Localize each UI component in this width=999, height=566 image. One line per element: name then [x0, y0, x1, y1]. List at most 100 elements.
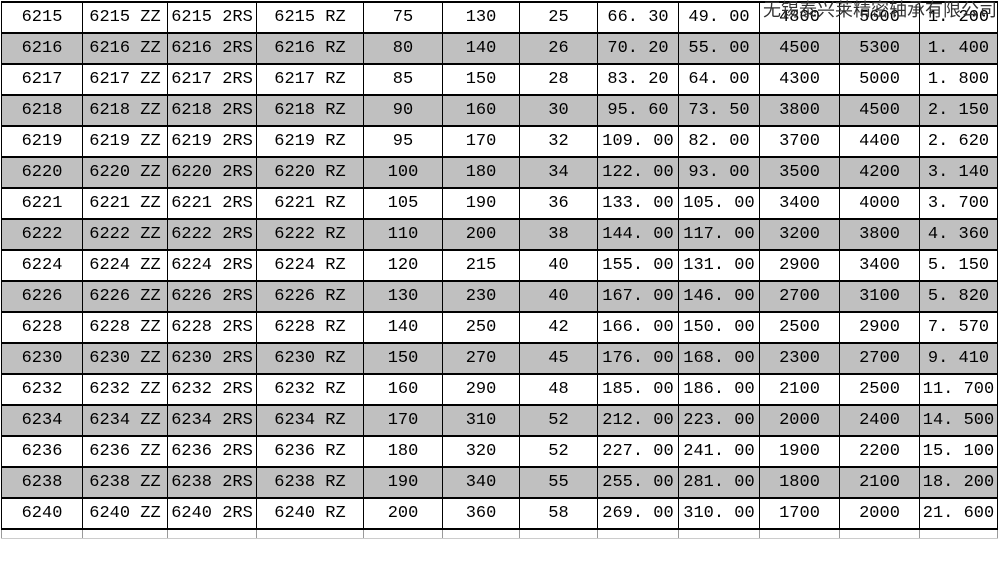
cell-width: 58 [519, 497, 598, 530]
cell-speed-oil: 4500 [839, 94, 920, 127]
cell-bore-diameter: 85 [363, 63, 443, 96]
cell-outer-diameter: 320 [442, 435, 520, 468]
partial-cell [167, 528, 257, 539]
cell-static-load-rating: 150. 00 [678, 311, 760, 344]
cell-model-rz: 6219 RZ [256, 125, 364, 158]
table-body: 6215 6215 ZZ 6215 2RS 6215 RZ 75 130 25 66. 30 4… [1, 1, 998, 539]
cell-model: 6238 [1, 466, 83, 499]
cell-outer-diameter: 250 [442, 311, 520, 344]
cell-dynamic-load-rating: 144. 00 [597, 218, 679, 251]
cell-speed-grease: 2100 [759, 373, 840, 406]
cell-bore-diameter: 100 [363, 156, 443, 189]
partial-cell [1, 528, 83, 539]
cell-model-zz: 6226 ZZ [82, 280, 168, 313]
cell-weight: 11. 700 [919, 373, 998, 406]
cell-model-zz: 6219 ZZ [82, 125, 168, 158]
cell-model-zz: 6217 ZZ [82, 63, 168, 96]
cell-model-rz: 6230 RZ [256, 342, 364, 375]
cell-weight: 9. 410 [919, 342, 998, 375]
cell-speed-grease: 1700 [759, 497, 840, 530]
table-row-6234: 6234 6234 ZZ 6234 2RS 6234 RZ 170 310 52 212. 0… [1, 404, 998, 437]
cell-dynamic-load-rating: 185. 00 [597, 373, 679, 406]
cell-model-rz: 6236 RZ [256, 435, 364, 468]
cell-speed-oil: 4200 [839, 156, 920, 189]
cell-speed-grease: 3200 [759, 218, 840, 251]
table-row-6220: 6220 6220 ZZ 6220 2RS 6220 RZ 100 180 34 122. 0… [1, 156, 998, 189]
cell-bore-diameter: 80 [363, 32, 443, 65]
cell-static-load-rating: 146. 00 [678, 280, 760, 313]
cell-model-zz: 6221 ZZ [82, 187, 168, 220]
cell-model-zz: 6236 ZZ [82, 435, 168, 468]
cell-speed-grease: 2300 [759, 342, 840, 375]
cell-weight: 5. 820 [919, 280, 998, 313]
cell-outer-diameter: 140 [442, 32, 520, 65]
cell-model-rz: 6238 RZ [256, 466, 364, 499]
partial-cell [678, 528, 760, 539]
cell-speed-grease: 4800 [759, 1, 840, 34]
cell-speed-grease: 2900 [759, 249, 840, 282]
cell-weight: 21. 600 [919, 497, 998, 530]
cell-outer-diameter: 180 [442, 156, 520, 189]
cell-bore-diameter: 120 [363, 249, 443, 282]
cell-speed-grease: 3700 [759, 125, 840, 158]
cell-model-zz: 6238 ZZ [82, 466, 168, 499]
cell-model: 6236 [1, 435, 83, 468]
cell-width: 40 [519, 280, 598, 313]
cell-weight: 18. 200 [919, 466, 998, 499]
cell-dynamic-load-rating: 212. 00 [597, 404, 679, 437]
cell-dynamic-load-rating: 176. 00 [597, 342, 679, 375]
table-row-6240: 6240 6240 ZZ 6240 2RS 6240 RZ 200 360 58 269. 0… [1, 497, 998, 530]
cell-model-zz: 6222 ZZ [82, 218, 168, 251]
cell-model-2rs: 6232 2RS [167, 373, 257, 406]
cell-width: 55 [519, 466, 598, 499]
cell-speed-grease: 1900 [759, 435, 840, 468]
cell-width: 28 [519, 63, 598, 96]
table-row-6230: 6230 6230 ZZ 6230 2RS 6230 RZ 150 270 45 176. 0… [1, 342, 998, 375]
cell-model-2rs: 6218 2RS [167, 94, 257, 127]
partial-cell [256, 528, 364, 539]
cell-speed-grease: 2500 [759, 311, 840, 344]
cell-bore-diameter: 110 [363, 218, 443, 251]
cell-static-load-rating: 64. 00 [678, 63, 760, 96]
cell-model: 6221 [1, 187, 83, 220]
cell-model-rz: 6226 RZ [256, 280, 364, 313]
cell-weight: 4. 360 [919, 218, 998, 251]
table-row-6217: 6217 6217 ZZ 6217 2RS 6217 RZ 85 150 28 83. 20 6… [1, 63, 998, 96]
partial-cell [442, 528, 520, 539]
partial-cell [519, 528, 598, 539]
cell-static-load-rating: 168. 00 [678, 342, 760, 375]
cell-outer-diameter: 170 [442, 125, 520, 158]
cell-dynamic-load-rating: 122. 00 [597, 156, 679, 189]
cell-dynamic-load-rating: 269. 00 [597, 497, 679, 530]
cell-dynamic-load-rating: 166. 00 [597, 311, 679, 344]
cell-static-load-rating: 93. 00 [678, 156, 760, 189]
cell-dynamic-load-rating: 167. 00 [597, 280, 679, 313]
cell-bore-diameter: 75 [363, 1, 443, 34]
cell-outer-diameter: 190 [442, 187, 520, 220]
cell-model-2rs: 6222 2RS [167, 218, 257, 251]
cell-static-load-rating: 82. 00 [678, 125, 760, 158]
cell-speed-grease: 3400 [759, 187, 840, 220]
cell-model: 6232 [1, 373, 83, 406]
cell-static-load-rating: 223. 00 [678, 404, 760, 437]
cell-model-zz: 6218 ZZ [82, 94, 168, 127]
cell-model: 6218 [1, 94, 83, 127]
cell-model: 6224 [1, 249, 83, 282]
table-row-6226: 6226 6226 ZZ 6226 2RS 6226 RZ 130 230 40 167. 0… [1, 280, 998, 313]
cell-dynamic-load-rating: 109. 00 [597, 125, 679, 158]
cell-speed-grease: 4500 [759, 32, 840, 65]
table-row-6228: 6228 6228 ZZ 6228 2RS 6228 RZ 140 250 42 166. 0… [1, 311, 998, 344]
cell-model: 6228 [1, 311, 83, 344]
cell-model-2rs: 6236 2RS [167, 435, 257, 468]
cell-model-2rs: 6221 2RS [167, 187, 257, 220]
cell-weight: 1. 400 [919, 32, 998, 65]
cell-dynamic-load-rating: 255. 00 [597, 466, 679, 499]
cell-dynamic-load-rating: 70. 20 [597, 32, 679, 65]
cell-speed-oil: 3100 [839, 280, 920, 313]
cell-model-zz: 6215 ZZ [82, 1, 168, 34]
partial-cell [363, 528, 443, 539]
cell-static-load-rating: 310. 00 [678, 497, 760, 530]
cell-speed-grease: 3500 [759, 156, 840, 189]
cell-outer-diameter: 290 [442, 373, 520, 406]
